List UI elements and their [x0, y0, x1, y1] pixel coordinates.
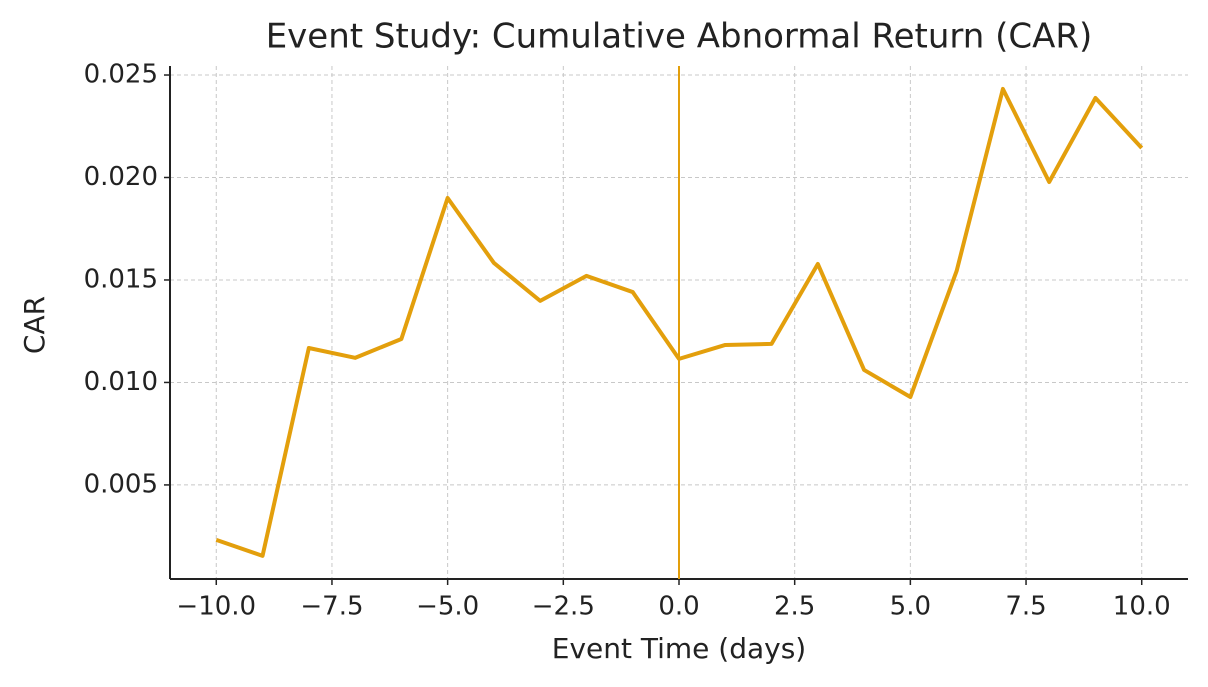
y-tick-label: 0.025	[84, 60, 158, 90]
y-tick-label: 0.020	[84, 162, 158, 192]
x-tick-label: 0.0	[658, 592, 699, 622]
y-tick-label: 0.005	[84, 469, 158, 499]
x-tick-label: 5.0	[890, 592, 931, 622]
y-tick-label: 0.010	[84, 367, 158, 397]
y-axis-label: CAR	[18, 296, 51, 354]
chart-title: Event Study: Cumulative Abnormal Return …	[266, 17, 1093, 57]
x-tick-label: −10.0	[176, 592, 256, 622]
x-axis-label: Event Time (days)	[552, 632, 806, 665]
data-line	[215, 86, 1144, 558]
x-tick-label: −2.5	[532, 592, 595, 622]
x-tick-label: −5.0	[416, 592, 479, 622]
y-tick-label: 0.015	[84, 264, 158, 294]
x-tick-label: 7.5	[1005, 592, 1046, 622]
x-tick-label: 2.5	[774, 592, 815, 622]
x-tick-label: 10.0	[1113, 592, 1171, 622]
x-tick-label: −7.5	[300, 592, 363, 622]
